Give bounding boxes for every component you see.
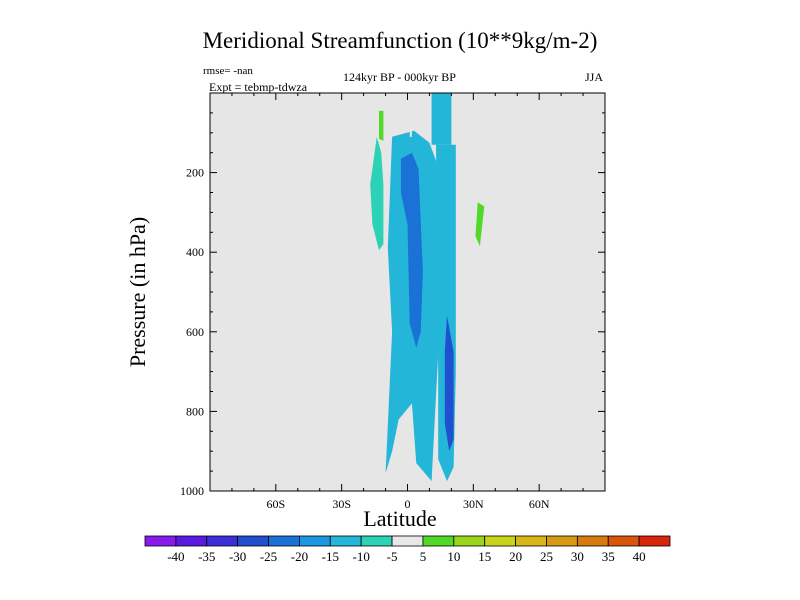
colorbar-label: 25 xyxy=(540,549,553,564)
season-label: JJA xyxy=(585,70,604,84)
colorbar-label: 20 xyxy=(509,549,522,564)
colorbar-label: 15 xyxy=(478,549,491,564)
colorbar-label: -15 xyxy=(322,549,339,564)
colorbar-label: -40 xyxy=(167,549,184,564)
colorbar-label: 5 xyxy=(420,549,427,564)
colorbar-swatch xyxy=(299,535,331,547)
colorbar-swatch xyxy=(422,535,455,547)
colorbar-swatch xyxy=(144,535,177,547)
colorbar-label: 40 xyxy=(633,549,646,564)
colorbar-swatch xyxy=(638,535,671,547)
y-tick-label: 600 xyxy=(186,325,204,339)
colorbar-swatch xyxy=(237,535,269,547)
colorbar-label: -10 xyxy=(353,549,370,564)
colorbar-label: -35 xyxy=(198,549,215,564)
left-cell-region xyxy=(370,136,384,251)
x-tick-label: 60N xyxy=(529,497,550,511)
experiment-label: Expt = tebmp-tdwza xyxy=(209,80,308,94)
x-tick-label: 0 xyxy=(405,497,411,511)
axis-ticks: 60S 30S 0 30N 60N 200 400 600 800 1000 xyxy=(180,93,605,511)
stats-label: rmse= -nan xyxy=(203,65,253,77)
period-label: 124kyr BP - 000kyr BP xyxy=(343,70,456,84)
colorbar-label: -30 xyxy=(229,549,246,564)
small-white-patch xyxy=(409,124,412,137)
x-tick-label: 30S xyxy=(332,497,351,511)
y-tick-label: 200 xyxy=(186,166,204,180)
colorbar-swatch xyxy=(515,535,547,547)
colorbar-swatch xyxy=(576,535,609,547)
colorbar-label: -25 xyxy=(260,549,277,564)
x-axis-label: Latitude xyxy=(363,506,437,531)
colorbar-swatch xyxy=(607,535,640,547)
colorbar-swatch xyxy=(268,535,300,547)
positive-upper-region xyxy=(379,110,384,141)
y-tick-label: 1000 xyxy=(180,484,204,498)
y-tick-label: 800 xyxy=(186,404,204,418)
colorbar-label: -5 xyxy=(387,549,398,564)
colorbar-swatch xyxy=(391,535,424,547)
colorbar: -40 -35 -30 -25 -20 -15 -10 -5 5 10 15 20 25 30 35 40 xyxy=(144,535,671,564)
dark-lower-core-region xyxy=(444,315,454,452)
upper-column-region xyxy=(431,93,452,145)
colorbar-swatch xyxy=(360,535,393,547)
colorbar-swatch xyxy=(546,535,578,547)
colorbar-label: 35 xyxy=(602,549,615,564)
colorbar-swatch xyxy=(206,535,239,547)
colorbar-label: -20 xyxy=(291,549,308,564)
chart-title: Meridional Streamfunction (10**9kg/m-2) xyxy=(202,28,598,53)
colorbar-swatch xyxy=(484,535,516,547)
dark-core-region xyxy=(400,152,423,348)
x-tick-label: 60S xyxy=(266,497,285,511)
colorbar-swatch xyxy=(175,535,208,547)
colorbar-label: 30 xyxy=(571,549,584,564)
contour-regions xyxy=(370,93,485,482)
colorbar-swatch xyxy=(329,535,362,547)
y-tick-label: 400 xyxy=(186,245,204,259)
colorbar-swatch xyxy=(453,535,486,547)
x-tick-label: 30N xyxy=(463,497,484,511)
positive-right-region xyxy=(475,202,485,247)
colorbar-label: 10 xyxy=(447,549,460,564)
